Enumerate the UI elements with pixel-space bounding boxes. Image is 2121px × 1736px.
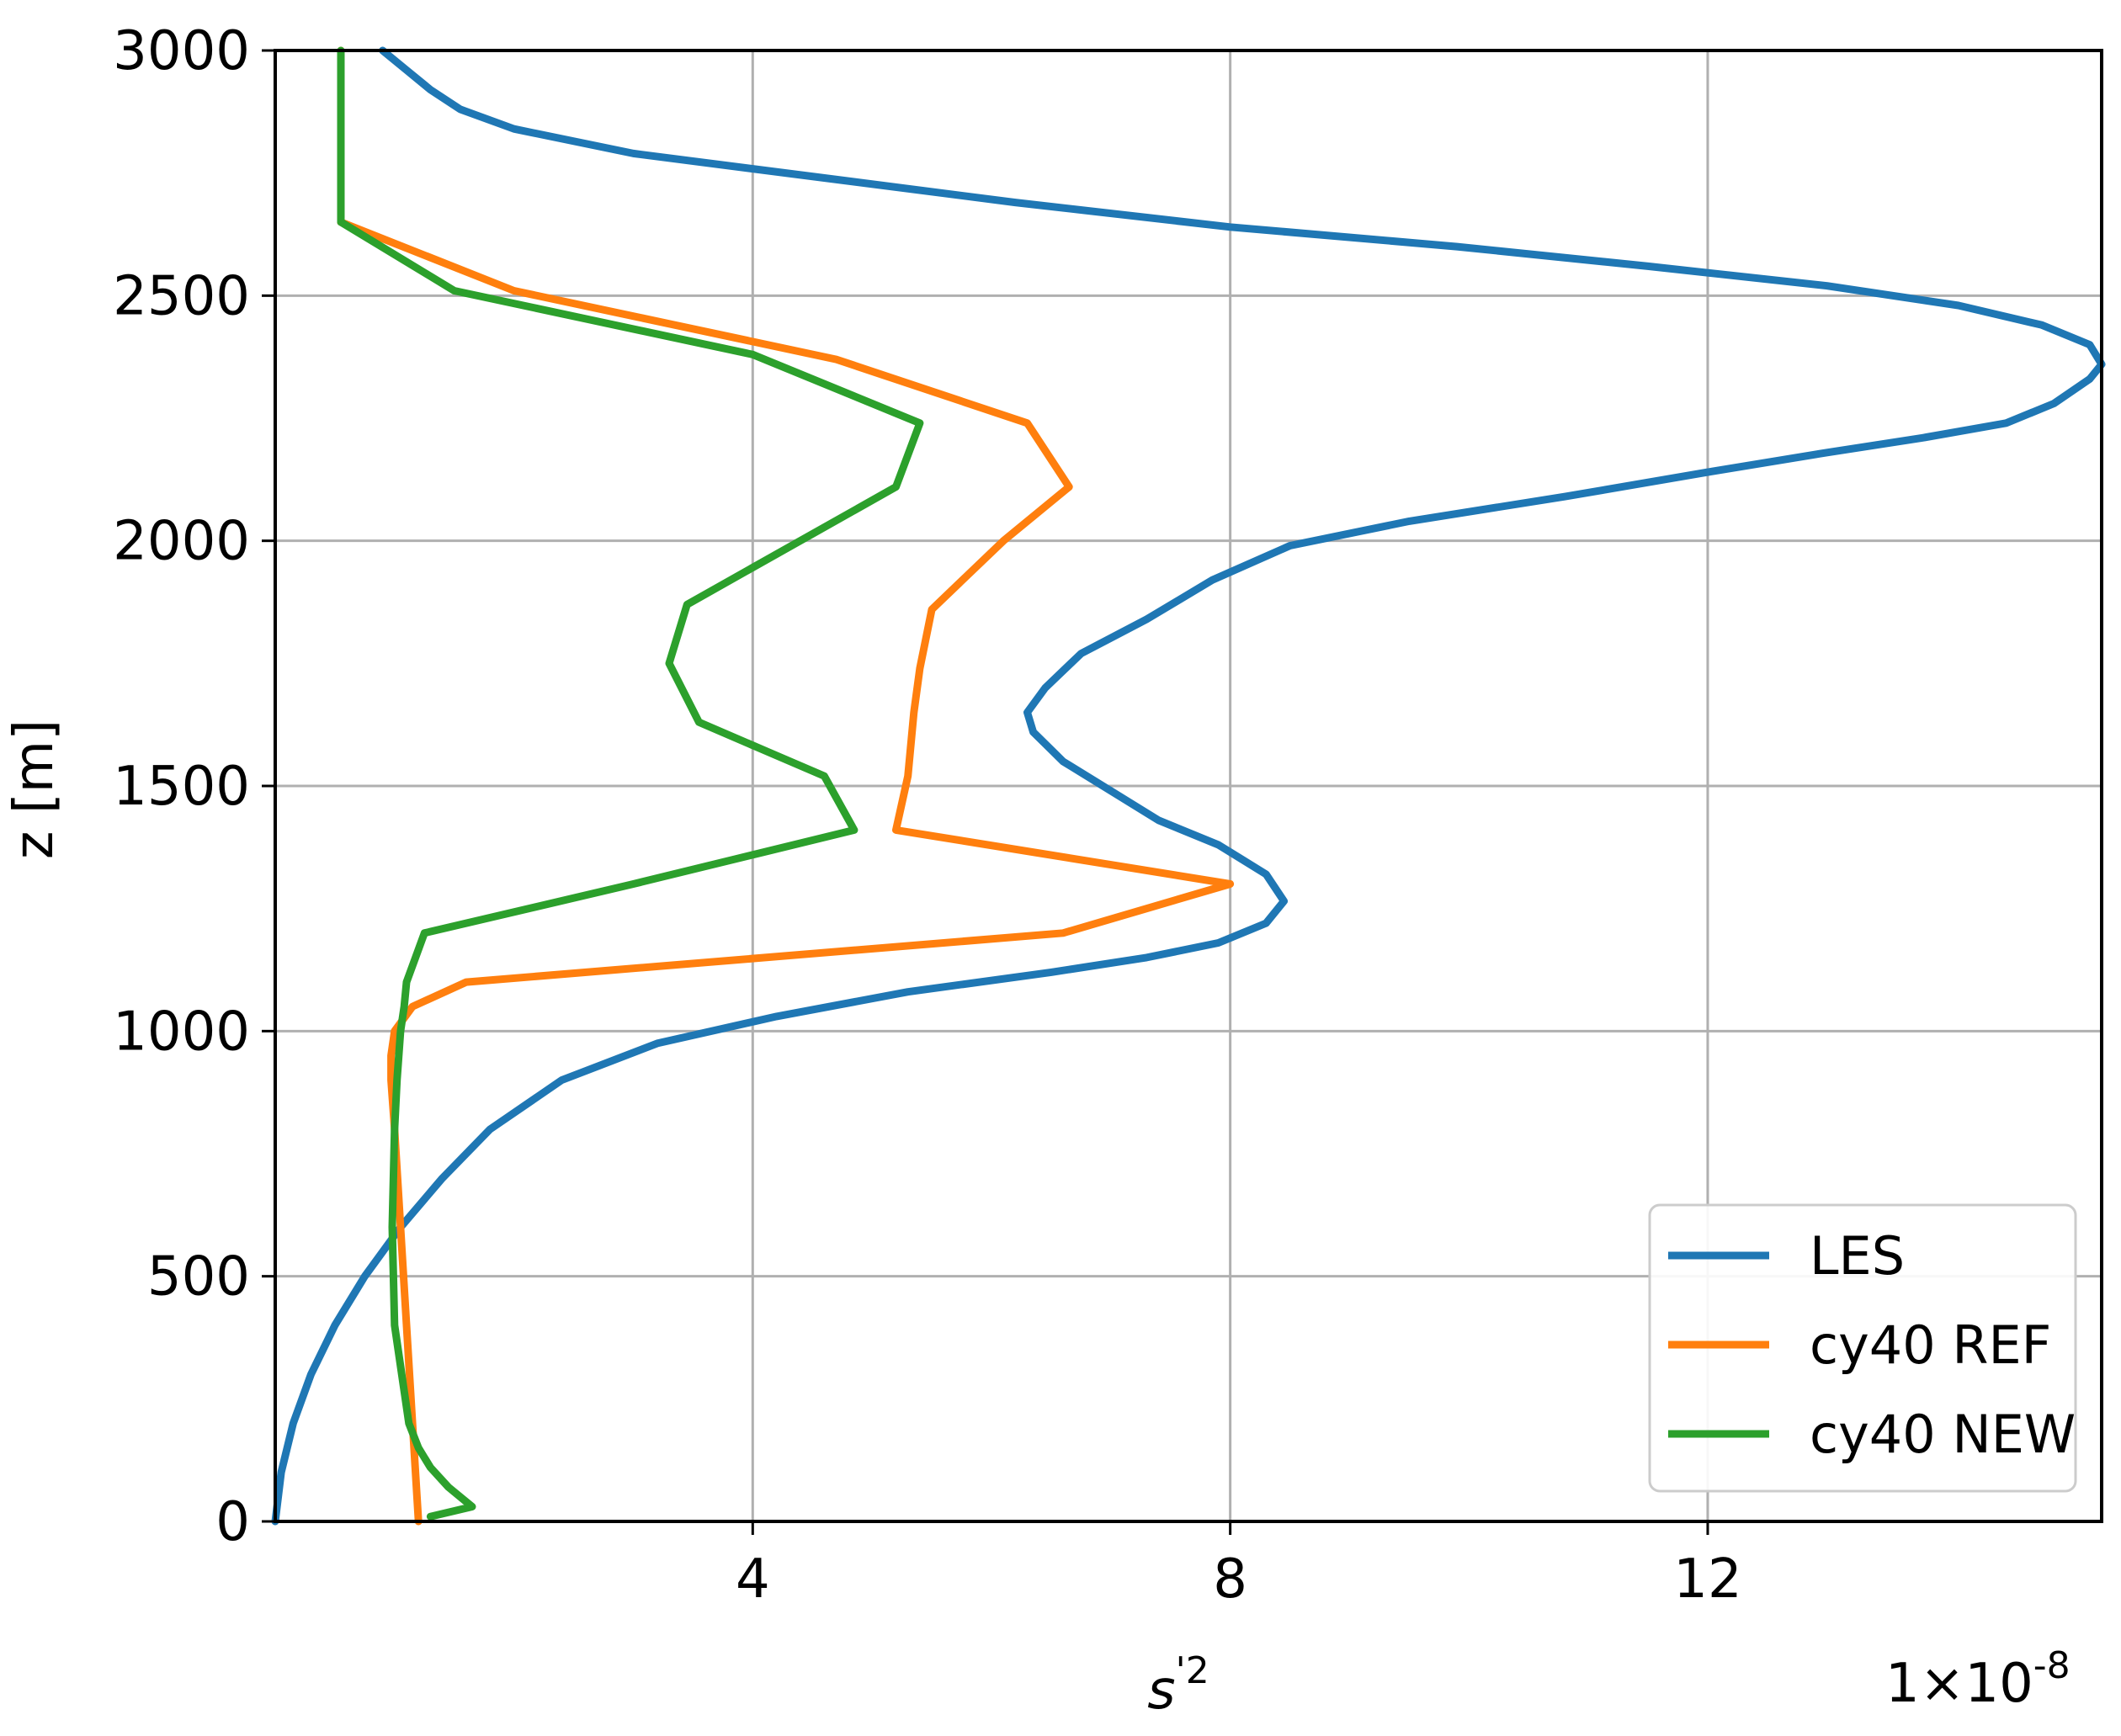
legend-box bbox=[1648, 1203, 2077, 1493]
x-axis-multiplier: 1×10-8 bbox=[1885, 1644, 2070, 1715]
y-tick-label: 1500 bbox=[113, 756, 250, 818]
series-line-cy40-new bbox=[337, 46, 924, 1521]
y-tick-label: 500 bbox=[147, 1246, 250, 1309]
legend-items: LES cy40 REF cy40 NEW bbox=[1668, 1225, 2076, 1465]
y-tick-label: 3000 bbox=[113, 20, 250, 82]
axis-ticks: 4 8 12 0 500 1000 1500 2000 2500 3000 bbox=[113, 20, 1742, 1611]
x-tick-label: 12 bbox=[1673, 1548, 1741, 1611]
y-tick-label: 2000 bbox=[113, 511, 250, 573]
grid bbox=[275, 50, 2102, 1521]
x-tick-label: 4 bbox=[736, 1548, 770, 1611]
series-line-les bbox=[271, 46, 2106, 1526]
legend: LES cy40 REF cy40 NEW bbox=[1648, 1203, 2077, 1493]
y-tick-label: 1000 bbox=[113, 1001, 250, 1063]
x-axis-label-base: s bbox=[1147, 1659, 1175, 1722]
x-axis-multiplier-base: 1×10 bbox=[1885, 1653, 2033, 1715]
x-tick-label: 8 bbox=[1213, 1548, 1247, 1611]
y-tick-label: 0 bbox=[215, 1491, 250, 1553]
legend-label: cy40 REF bbox=[1810, 1314, 2051, 1376]
series-lines bbox=[271, 46, 2106, 1526]
legend-label: LES bbox=[1810, 1225, 1905, 1287]
y-tick-label: 2500 bbox=[113, 265, 250, 327]
x-axis-multiplier-exponent: -8 bbox=[2033, 1644, 2070, 1687]
legend-label: cy40 NEW bbox=[1810, 1404, 2076, 1465]
x-axis-label-superscript: '2 bbox=[1176, 1649, 1209, 1692]
x-axis-label: s'2 bbox=[1147, 1649, 1209, 1722]
y-axis-label: z [m] bbox=[3, 719, 66, 859]
